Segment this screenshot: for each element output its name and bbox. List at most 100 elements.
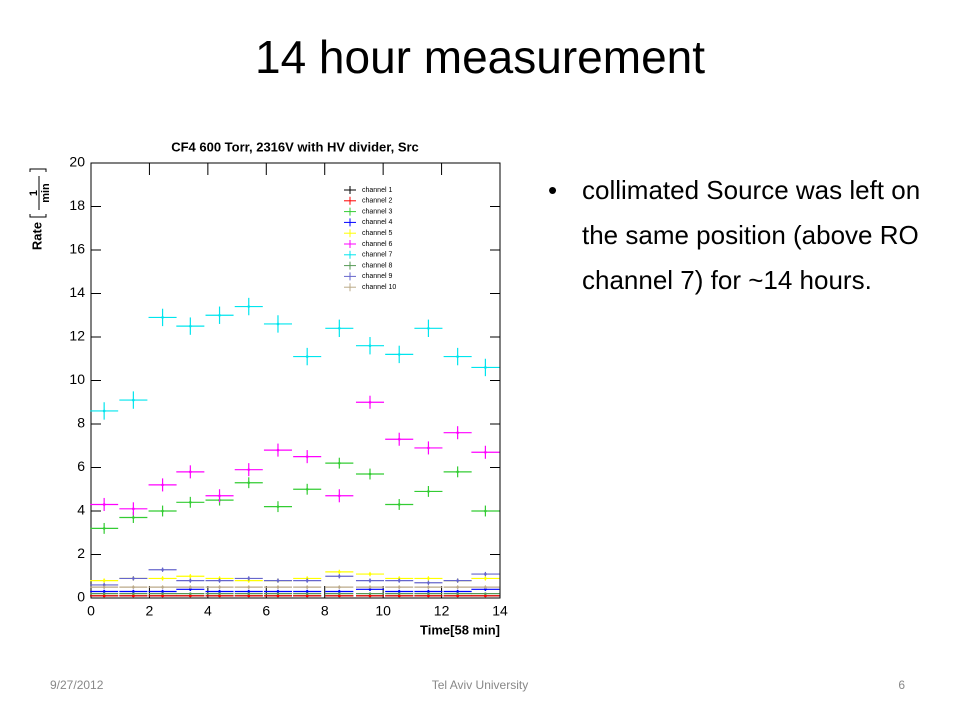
data-point [293, 483, 322, 495]
data-point [325, 585, 354, 589]
data-point [471, 505, 500, 517]
chart: CF4 600 Torr, 2316V with HV divider, Src… [28, 139, 508, 637]
bullet-list: collimated Source was left on the same p… [548, 168, 928, 303]
data-point [325, 592, 354, 595]
point-marker [161, 509, 164, 513]
data-point [90, 497, 119, 511]
point-marker [218, 594, 221, 598]
x-tick-label: 6 [262, 603, 270, 619]
point-marker [247, 481, 251, 485]
point-marker [484, 450, 487, 454]
point-marker [218, 494, 221, 498]
point-marker [218, 313, 221, 317]
data-point [176, 585, 205, 589]
point-marker [427, 490, 430, 493]
point-marker [427, 446, 430, 450]
point-marker [368, 592, 372, 595]
point-marker [397, 594, 401, 598]
point-marker [484, 588, 487, 591]
data-point [325, 569, 354, 575]
x-tick-label: 8 [321, 603, 329, 619]
data-point [325, 489, 354, 503]
point-marker [189, 579, 192, 582]
y-axis-label: Rate 1 min [28, 168, 52, 250]
data-point [471, 576, 500, 581]
data-point [90, 578, 119, 583]
point-marker [456, 590, 459, 593]
data-point [385, 432, 414, 446]
point-marker [161, 568, 164, 572]
point-marker [189, 470, 192, 474]
point-marker [397, 437, 401, 441]
data-point [471, 358, 500, 377]
data-point [293, 585, 322, 589]
data-point [293, 592, 322, 595]
x-tick-label: 4 [204, 603, 212, 619]
point-marker [102, 592, 106, 595]
data-point [293, 578, 322, 583]
data-point [443, 585, 472, 589]
data-point [148, 567, 177, 572]
slide-title: 14 hour measurement [254, 31, 706, 83]
point-marker [427, 327, 430, 330]
data-point [119, 502, 148, 516]
point-marker [132, 585, 135, 589]
data-point [471, 585, 500, 589]
data-point [385, 345, 414, 364]
legend-label: channel 7 [362, 252, 392, 259]
point-marker [218, 592, 221, 595]
point-marker [305, 455, 309, 458]
point-marker [102, 527, 106, 530]
data-point [176, 574, 205, 579]
data-point [325, 319, 354, 337]
data-point [355, 592, 385, 595]
point-marker [161, 590, 164, 593]
point-marker [427, 577, 430, 580]
point-marker [102, 583, 106, 587]
data-point [176, 465, 205, 479]
data-point [355, 571, 385, 577]
data-point [263, 443, 292, 457]
x-tick-label: 14 [492, 603, 508, 619]
point-marker [338, 570, 341, 574]
data-point [293, 589, 322, 594]
data-point [205, 489, 234, 503]
data-point [205, 306, 234, 324]
point-marker [456, 594, 459, 598]
point-marker [456, 470, 459, 474]
data-point [263, 578, 292, 583]
point-marker [368, 594, 372, 598]
point-marker [189, 594, 192, 598]
point-marker [484, 592, 487, 595]
bullet: collimated Source was left on the same p… [548, 168, 928, 303]
data-point [443, 594, 472, 598]
data-point [355, 468, 385, 480]
y-tick-label: 12 [69, 328, 85, 344]
point-marker [338, 585, 341, 589]
point-marker [189, 585, 192, 589]
data-point [355, 578, 385, 583]
point-marker [218, 585, 221, 589]
data-point [148, 585, 177, 589]
data-point [293, 594, 322, 598]
data-point [90, 592, 119, 595]
point-marker [102, 594, 106, 598]
point-marker [338, 494, 341, 498]
data-point [414, 441, 443, 455]
point-marker [247, 468, 251, 471]
legend-label: channel 1 [362, 187, 392, 194]
chart-title: CF4 600 Torr, 2316V with HV divider, Src [171, 139, 419, 154]
data-point [234, 297, 263, 316]
data-point [90, 402, 119, 420]
point-marker [218, 579, 221, 582]
x-tick-label: 0 [87, 603, 95, 619]
data-point [205, 592, 234, 595]
y-label-numerator: 1 [28, 190, 40, 196]
data-point [148, 308, 177, 327]
data-point [355, 337, 385, 355]
point-marker [161, 316, 164, 319]
point-marker [247, 590, 251, 593]
data-point [443, 466, 472, 478]
data-point [176, 317, 205, 335]
point-marker [484, 594, 487, 598]
